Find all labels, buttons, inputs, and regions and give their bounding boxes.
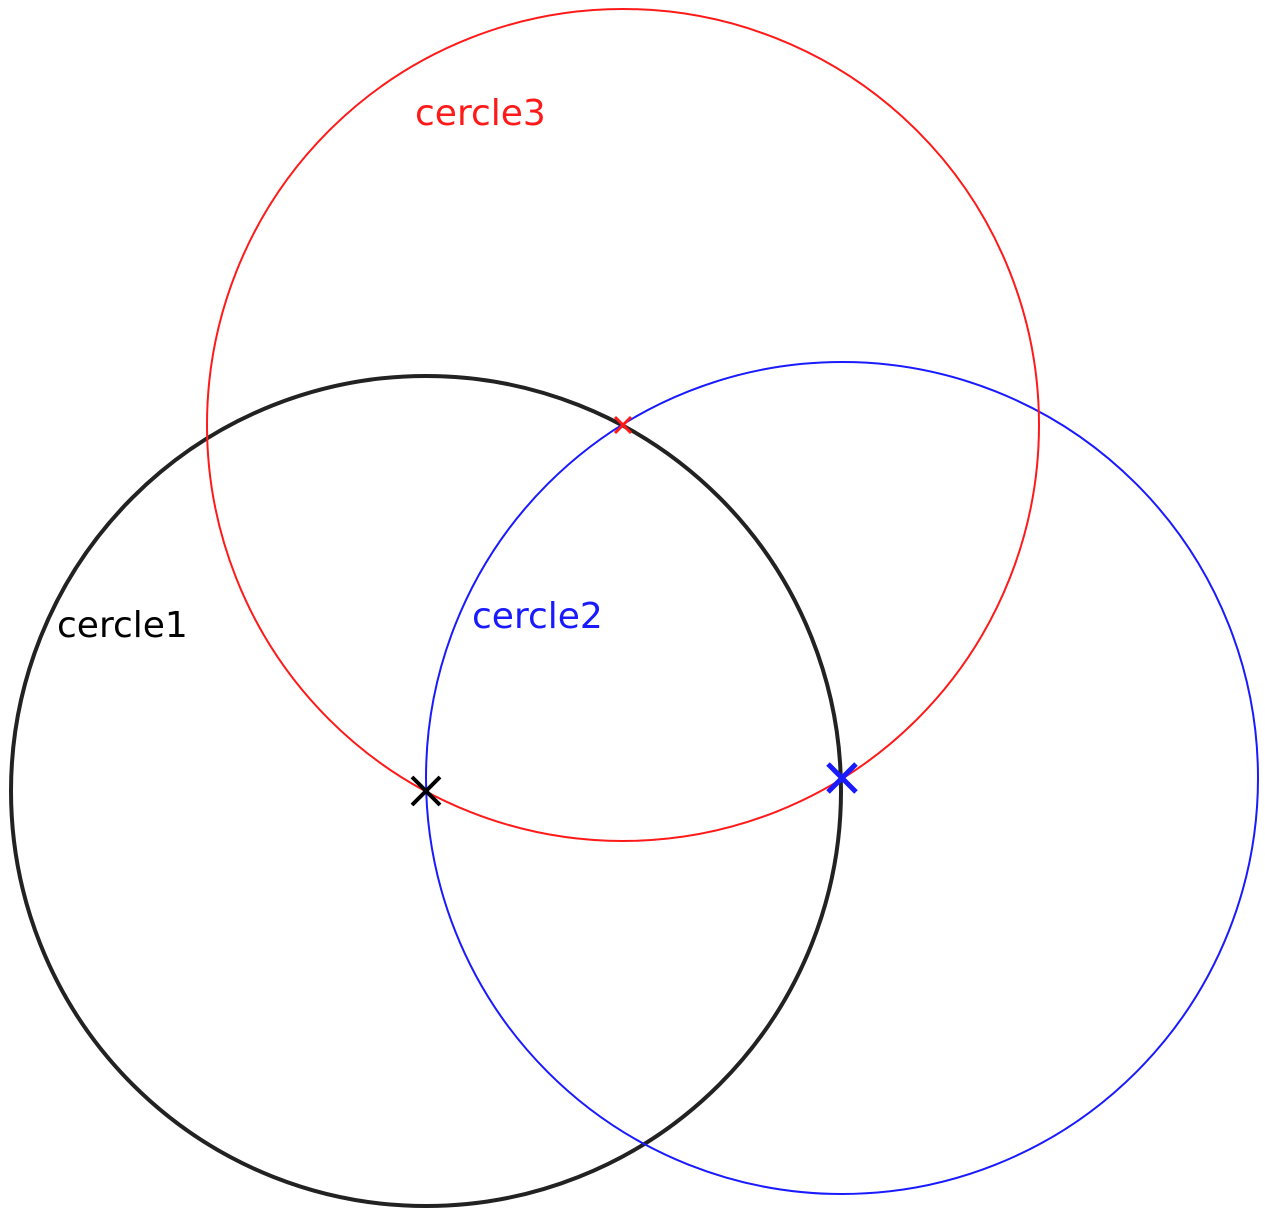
circle-2 (425, 361, 1259, 1195)
circle-label: cercle2 (472, 596, 603, 637)
circle-label: cercle3 (415, 93, 546, 134)
circle-label: cercle1 (57, 605, 188, 646)
point-2 (826, 762, 858, 794)
circle-3 (206, 8, 1040, 842)
point-3 (613, 415, 633, 435)
circle-1 (9, 374, 843, 1208)
point-1 (410, 775, 442, 807)
